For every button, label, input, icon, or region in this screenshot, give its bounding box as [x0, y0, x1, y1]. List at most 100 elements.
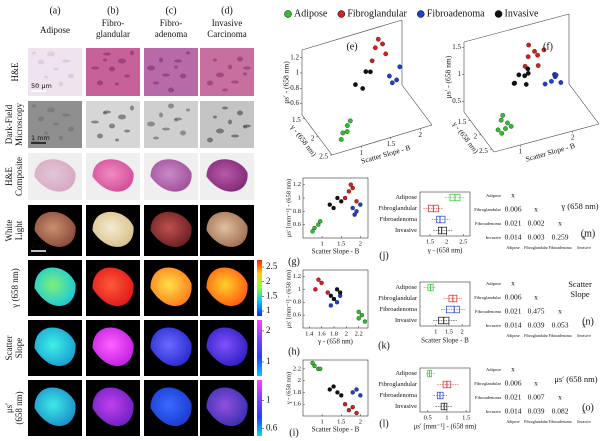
point [358, 202, 363, 207]
point [327, 202, 332, 207]
point [318, 366, 323, 371]
column-label: Fibroglandular [524, 419, 548, 424]
image-cell [28, 48, 82, 96]
tissue [206, 387, 248, 427]
panel-label: (e) [346, 41, 357, 52]
point [354, 199, 359, 204]
y-tick-label: 2.5 [319, 153, 328, 161]
category-label: Fibroglandular [378, 381, 417, 388]
z-tick-label: 1.2 [290, 53, 299, 61]
image-cell [86, 48, 140, 96]
panel-label: (n) [582, 316, 594, 327]
point [368, 69, 373, 75]
point [350, 390, 355, 395]
p-value: 0.039 [528, 321, 545, 330]
point [350, 405, 355, 410]
tissue [150, 159, 192, 192]
p-value: x [582, 233, 586, 242]
panel-label: (h) [288, 346, 300, 357]
row-label: Invasive [486, 323, 501, 328]
point [338, 137, 344, 142]
point [350, 185, 355, 191]
column-header: Carcinoma [207, 29, 247, 39]
point [318, 219, 323, 224]
p-value: 0.259 [552, 233, 569, 242]
x-tick-label: 2 [359, 418, 362, 425]
x-tick-label: 1.5 [337, 240, 345, 247]
point [313, 287, 318, 292]
y-tick-label: 0.8 [293, 299, 301, 306]
colorbar-tick-label: 1.5 [266, 290, 278, 300]
panel-label: (j) [379, 250, 388, 261]
image-texture [168, 103, 174, 109]
point [394, 77, 399, 83]
legend-label: Invasive [505, 8, 539, 19]
x-tick-label: 1 [320, 418, 323, 425]
image-texture [32, 83, 40, 87]
scale-bar-label: 1 mm [31, 134, 50, 142]
image-texture [32, 104, 36, 108]
plot-frame [302, 177, 369, 239]
plot-frame [302, 359, 369, 417]
p-value: x [511, 279, 515, 288]
p-value: 0.082 [552, 407, 569, 416]
panel-label: (c) [165, 5, 176, 16]
category-label: Adipose [395, 284, 417, 291]
point [356, 316, 361, 321]
p-value: 0.014 [505, 233, 522, 242]
image-texture [168, 87, 174, 93]
point [549, 79, 554, 84]
plot-frame [419, 281, 471, 327]
tissue [92, 387, 134, 427]
p-value: 0.014 [505, 407, 522, 416]
point [337, 290, 343, 295]
x-tick-label: 2 [460, 328, 463, 335]
image-texture [243, 124, 251, 128]
y-tick-label: 2.5 [479, 147, 488, 155]
point [503, 126, 508, 131]
p-value: x [511, 365, 515, 374]
image-texture [228, 119, 232, 125]
x-tick-label: 1.5 [386, 140, 395, 148]
tissue [206, 267, 248, 307]
y-axis-label: γ - (658 nm) [285, 372, 292, 405]
colorbar [257, 380, 262, 436]
image-texture [207, 137, 213, 143]
row-label: Fibroadenoma [475, 395, 501, 400]
x-axis [493, 123, 600, 153]
category-label: Invasive [395, 317, 417, 324]
x-axis-label: Scatter Slope - B [312, 248, 360, 256]
image-texture [153, 136, 159, 140]
panel-label: (a) [49, 5, 60, 16]
p-value: 0.007 [528, 393, 545, 402]
x-tick-label: 1 [519, 148, 523, 156]
column-header: Adipose [40, 25, 70, 35]
point [334, 287, 340, 292]
p-value: 0.006 [505, 379, 522, 388]
tissue [34, 387, 76, 427]
p-value: x [558, 219, 562, 228]
scale-bar-label: 50 μm [31, 82, 52, 90]
image-texture [62, 113, 70, 117]
image-texture [222, 88, 228, 92]
p-value: x [582, 407, 586, 416]
point [353, 82, 358, 87]
image-texture [243, 72, 247, 76]
column-header: Fibro- [102, 18, 125, 28]
x-tick-label: 1 [360, 149, 364, 157]
tissue [150, 267, 192, 307]
column-label: Fibroadenoma [548, 245, 571, 250]
image-texture [115, 82, 119, 86]
point [362, 319, 368, 324]
image-texture [47, 107, 55, 113]
x-tick-label: 1.5 [445, 328, 453, 335]
tissue [92, 267, 134, 307]
category-label: Fibroadenoma [379, 392, 417, 399]
image-texture [207, 80, 213, 86]
colorbar-tick-label: 1 [266, 394, 271, 404]
point [342, 402, 348, 407]
image-texture [115, 138, 119, 142]
point [389, 80, 395, 86]
point [331, 296, 337, 302]
